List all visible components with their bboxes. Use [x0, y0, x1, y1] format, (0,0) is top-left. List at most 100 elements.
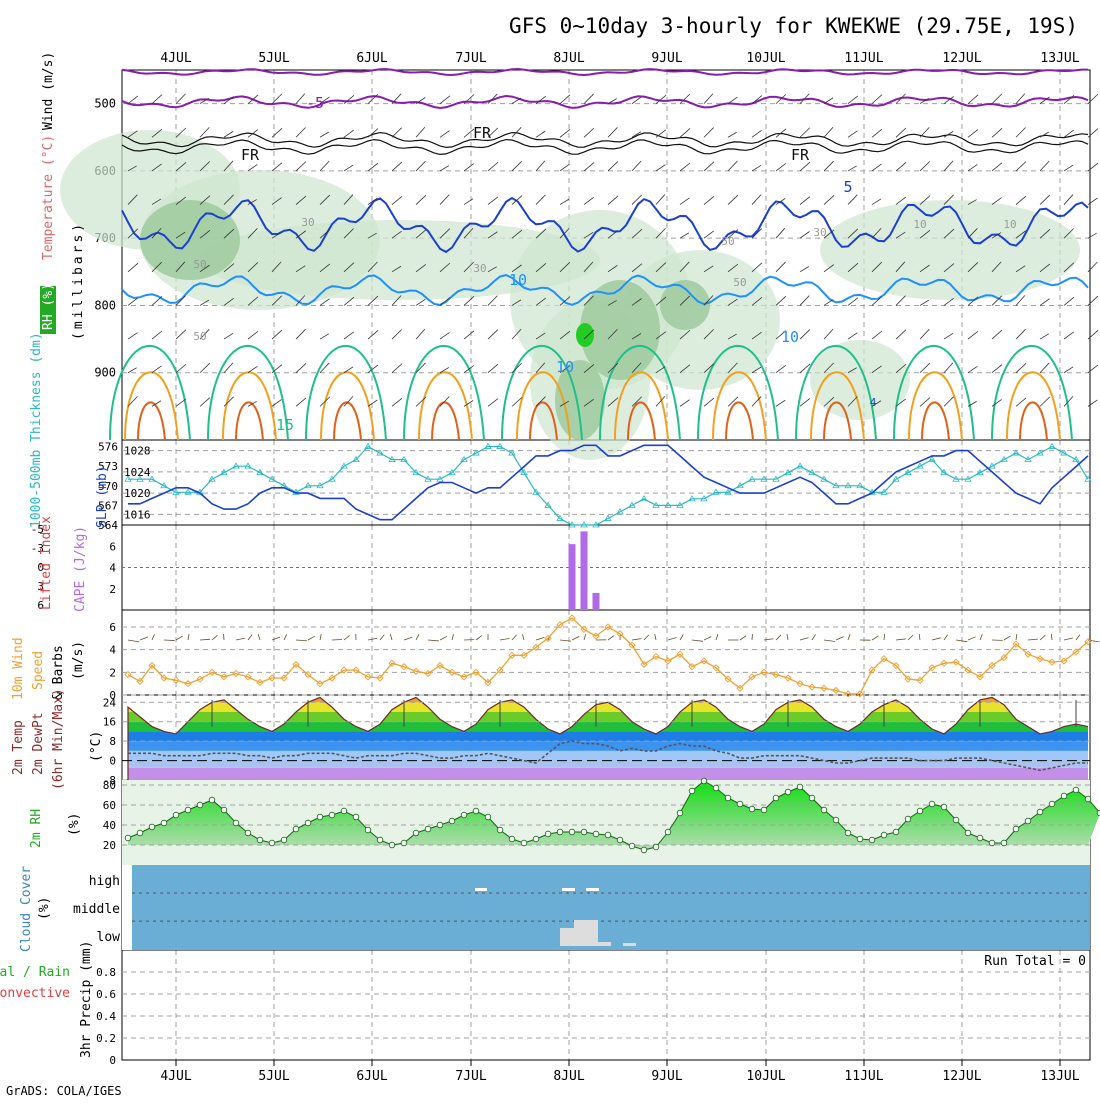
wind-barb-10m [836, 637, 844, 640]
wind-barb [320, 132, 329, 137]
slp-tick-label: 1016 [124, 508, 151, 521]
rh-point [857, 836, 863, 842]
wind-barb [152, 366, 162, 373]
x-tick-label-top: 7JUL [455, 51, 486, 66]
wind-barb [1016, 162, 1026, 171]
legend-wind: Wind (m/s) [41, 52, 56, 130]
wind-barb [440, 166, 449, 171]
wind-barb-10m [188, 634, 189, 640]
wind-barb [728, 132, 737, 137]
temp-contour-15 [306, 346, 386, 440]
wind-barb [752, 263, 762, 272]
x-tick-label-bottom: 9JUL [651, 1069, 682, 1084]
rh-point [521, 840, 527, 846]
rh-point [737, 801, 743, 807]
rh-point [917, 808, 923, 814]
wind-barb [560, 199, 569, 204]
rh-point [461, 812, 467, 818]
wind-barb [944, 161, 953, 171]
temp-contour-20 [223, 372, 276, 440]
rh-point [545, 831, 551, 837]
wind-axis-label-4: (m/s) [71, 641, 86, 680]
precip-legend-convective: Convective [0, 986, 70, 1001]
wind-barb [584, 163, 594, 171]
wind-barb [176, 330, 186, 339]
rh-point [125, 835, 131, 841]
rh-point [569, 829, 575, 835]
wind-barb-10m [968, 637, 976, 640]
rh-point [533, 836, 539, 842]
wind-barb-10m [655, 634, 656, 640]
wind-barb [584, 94, 594, 104]
wind-barb [1064, 165, 1073, 171]
rh-point [617, 837, 623, 843]
wind-barb [1040, 132, 1049, 137]
rh-point [761, 807, 767, 813]
wind-barb [824, 300, 833, 306]
rh-point [773, 795, 779, 801]
x-tick-label-top: 11JUL [844, 51, 883, 66]
wind-barb [680, 128, 690, 137]
rh-point [701, 778, 707, 784]
rh-point [893, 829, 899, 835]
wind-barb [800, 128, 810, 138]
wind-barb [776, 296, 786, 305]
wind-barb [1088, 296, 1098, 305]
wind-barb-10m [212, 635, 217, 640]
temp-contour-20 [321, 372, 374, 440]
pressure-tick-label: 500 [94, 97, 116, 111]
wind-barb [416, 299, 425, 305]
wind-barb [848, 195, 857, 205]
wind-barb-10m [428, 640, 439, 641]
wind-barb [800, 197, 810, 205]
wind-barb [224, 333, 233, 339]
wind-barb [920, 363, 930, 373]
wind-barb-10m [284, 634, 287, 640]
wind-barb [728, 195, 738, 204]
cloud-cell [586, 888, 599, 891]
temp-contour-20 [125, 372, 178, 440]
x-tick-label-top: 9JUL [651, 51, 682, 66]
rh-point [173, 812, 179, 818]
wind-barb [128, 333, 137, 339]
wind-barb [800, 231, 810, 238]
wind-barb [824, 195, 834, 204]
wind-barb [152, 95, 162, 104]
wind-barb [272, 94, 282, 104]
wind-barb [1040, 299, 1050, 306]
wind-barb-10m [776, 635, 781, 640]
wind-barb [128, 368, 137, 373]
wind-barb [368, 400, 377, 406]
rh-point [401, 840, 407, 846]
wind-barb-10m [919, 634, 920, 640]
wind-barb [824, 161, 834, 171]
rh-point [809, 795, 815, 801]
contour-label: 30 [813, 226, 826, 239]
wind-barb [800, 267, 809, 272]
rh-point [221, 807, 227, 813]
precip-axis-label: 3hr Precip (mm) [79, 941, 94, 1058]
wind-barb [704, 162, 714, 171]
rh-point [1013, 826, 1019, 832]
wind-barb [656, 195, 665, 205]
contour-label: 30 [473, 262, 486, 275]
wind-barb [776, 400, 785, 406]
wind-barb [536, 161, 545, 171]
wind-barb [800, 330, 810, 340]
rh-point [509, 836, 515, 842]
temp-contour-25 [334, 402, 361, 440]
temp-tick-label: 0 [109, 755, 116, 768]
rh-ylabel: 2m RH [29, 809, 44, 848]
wind-barb-10m [884, 634, 885, 640]
rh-point [833, 817, 839, 823]
rh-tick-label: 60 [103, 799, 116, 812]
wind-barb [464, 199, 473, 205]
rh-tick-label: 40 [103, 819, 116, 832]
legend-rh: RH (%) [41, 283, 56, 330]
wind-barb [776, 228, 785, 238]
rh-point [1025, 818, 1031, 824]
contour-label: 10 [556, 358, 574, 376]
wind-barb [128, 298, 138, 306]
x-tick-label-top: 8JUL [553, 51, 584, 66]
cloud-ylabel: Cloud Cover [19, 866, 34, 952]
